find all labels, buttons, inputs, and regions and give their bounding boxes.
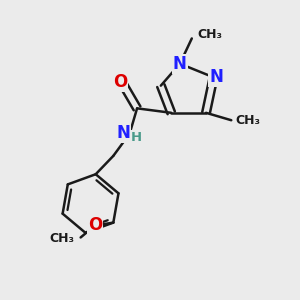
- Text: H: H: [130, 131, 142, 144]
- Text: CH₃: CH₃: [49, 232, 74, 245]
- Text: CH₃: CH₃: [236, 114, 261, 127]
- Text: O: O: [88, 216, 102, 234]
- Text: O: O: [113, 74, 128, 92]
- Text: N: N: [173, 55, 187, 73]
- Text: N: N: [209, 68, 223, 86]
- Text: CH₃: CH₃: [197, 28, 222, 41]
- Text: N: N: [116, 124, 130, 142]
